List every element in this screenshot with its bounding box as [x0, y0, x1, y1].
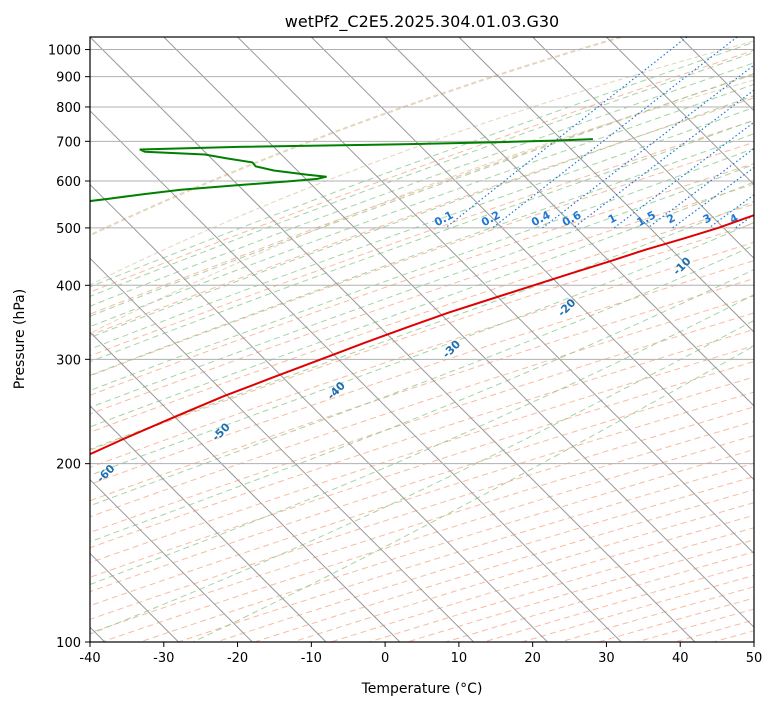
temperature-series-line	[90, 214, 754, 456]
x-tick-label: 40	[672, 651, 689, 666]
dry-adiabat	[90, 391, 754, 607]
isotherm-line	[237, 37, 754, 555]
moist-adiabat	[90, 163, 754, 409]
isotherm-line	[90, 331, 401, 642]
isotherm-line	[90, 405, 327, 642]
dry-adiabat	[90, 278, 754, 502]
moist-adiabat	[90, 119, 754, 363]
dry-adiabat	[90, 222, 754, 451]
x-tick-label: -30	[153, 651, 174, 666]
moist-adiabat	[90, 41, 754, 288]
dry-adiabat	[90, 260, 754, 485]
x-tick-label: 30	[598, 651, 615, 666]
x-axis: -40 -30 -20 -10 0 10 20 30 40 50	[79, 642, 762, 666]
mixing-ratio-line	[542, 64, 754, 229]
lcl-curve	[90, 79, 754, 334]
dry-adiabat	[90, 49, 754, 293]
mixing-ratio-line	[573, 89, 754, 229]
moist-adiabat	[90, 62, 754, 307]
moist-adiabat	[90, 221, 754, 476]
x-axis-title: Temperature (°C)	[361, 681, 483, 697]
y-axis: 1000 900 800 700 600 500 400 300 200 100	[48, 44, 90, 651]
x-tick-label: -40	[79, 651, 100, 666]
y-tick-label: 1000	[48, 44, 81, 59]
y-tick-label: 600	[56, 175, 81, 190]
plot-area: 0.10.20.40.611.52346810131620253036-100-…	[90, 37, 754, 642]
isotherm-line	[90, 110, 622, 642]
moist-adiabat	[90, 181, 754, 428]
y-tick-label: 300	[56, 353, 81, 368]
dewpoint-series-line	[90, 138, 593, 203]
moist-adiabat	[90, 319, 754, 635]
chart-title: wetPf2_C2E5.2025.304.01.03.G30	[285, 12, 559, 32]
dry-adiabat	[90, 141, 754, 377]
x-tick-label: 20	[524, 651, 541, 666]
y-tick-label: 700	[56, 135, 81, 150]
dry-adiabat	[90, 345, 754, 564]
isotherm-line	[532, 37, 754, 260]
dry-adiabat	[90, 163, 754, 396]
y-tick-label: 800	[56, 101, 81, 116]
moist-adiabat	[90, 95, 754, 339]
mixing-ratio-line	[672, 166, 754, 229]
y-tick-label: 500	[56, 222, 81, 237]
x-tick-label: -20	[227, 651, 248, 666]
lcl-curves	[90, 37, 754, 334]
isotherm-line	[163, 37, 754, 628]
y-tick-label: 100	[56, 636, 81, 651]
y-tick-label: 400	[56, 279, 81, 294]
x-tick-label: 0	[381, 651, 389, 666]
moist-adiabat	[90, 107, 754, 350]
moist-adiabat	[90, 133, 754, 376]
isotherm-line	[606, 37, 754, 186]
moist-adiabat	[192, 345, 754, 642]
x-tick-label: 50	[746, 651, 763, 666]
moist-adiabat	[90, 72, 754, 317]
moist-adiabat	[90, 147, 754, 392]
isotherm-line	[90, 257, 475, 642]
dry-adiabat	[90, 360, 754, 578]
isotherm-line	[90, 37, 696, 642]
isobars	[90, 49, 754, 642]
y-axis-title: Pressure (hPa)	[12, 289, 28, 389]
isotherm-line	[90, 183, 548, 642]
dry-adiabat	[90, 312, 754, 533]
x-tick-label: -10	[301, 651, 322, 666]
dry-adiabat	[90, 203, 754, 433]
y-tick-label: 900	[56, 71, 81, 86]
isotherm-line	[384, 37, 754, 407]
dry-adiabat	[90, 97, 754, 336]
x-tick-label: 10	[451, 651, 468, 666]
moist-adiabat	[90, 51, 754, 297]
lcl-curve	[90, 40, 754, 286]
mixing-ratio-line	[492, 37, 738, 229]
y-tick-label: 200	[56, 458, 81, 473]
mixing-ratio-lines	[445, 37, 754, 229]
isotherm-line	[90, 478, 253, 642]
dry-adiabat	[90, 73, 754, 315]
plot-frame	[89, 36, 755, 643]
isotherm-line	[310, 37, 754, 481]
isotherms	[90, 37, 754, 642]
moist-adiabat	[90, 83, 754, 328]
isotherm-line	[458, 37, 754, 333]
